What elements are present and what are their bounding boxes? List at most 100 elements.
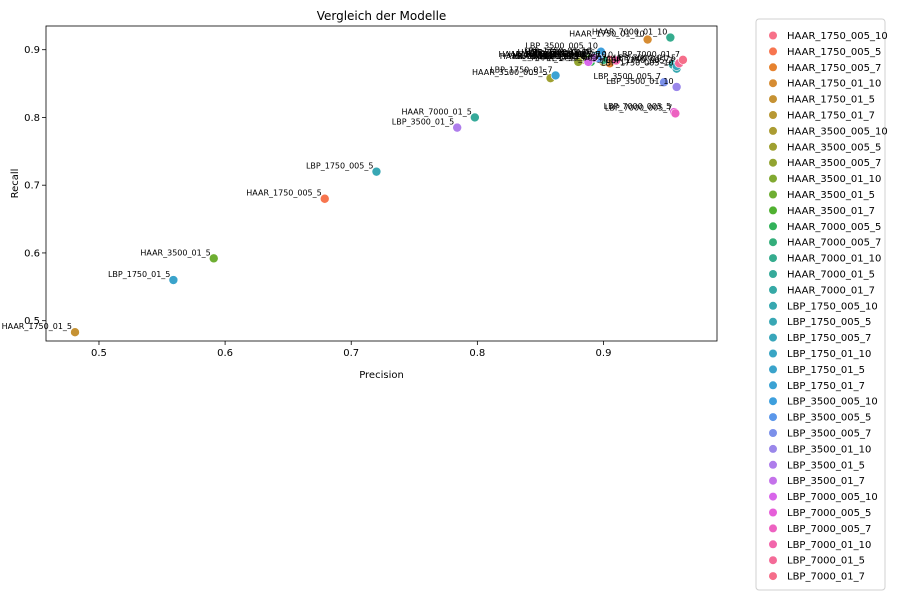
legend-marker [769,540,777,549]
legend-label: LBP_3500_005_10 [787,397,878,408]
legend-label: HAAR_1750_01_10 [787,79,881,90]
point-label: HAAR_1750_01_10 [569,30,644,39]
point-label: HAAR_1750_005_10 [526,50,607,59]
point-label: LBP_7000_01_7 [618,50,680,59]
y-tick-label: 0.9 [24,45,40,56]
legend-label: LBP_1750_005_5 [787,317,871,328]
legend-frame [755,18,886,591]
legend-label: LBP_1750_01_5 [787,365,865,376]
legend-marker [769,397,777,406]
point-label: LBP_1750_005_7 [606,56,674,65]
point-label: HAAR_7000_01_5 [401,107,471,116]
legend-marker [769,317,777,326]
x-tick-label: 0.8 [469,348,485,359]
legend-marker [769,365,777,374]
y-tick-label: 0.7 [24,181,40,192]
legend-marker [769,301,777,310]
chart-title: Vergleich der Modelle [317,9,447,23]
legend-label: HAAR_3500_005_10 [787,126,888,137]
x-tick-label: 0.9 [596,348,612,359]
legend-marker [769,333,777,342]
legend-label: LBP_3500_005_5 [787,413,871,424]
legend-label: LBP_3500_01_10 [787,444,871,455]
legend-label: LBP_7000_01_7 [787,572,865,583]
point-label: LBP_1750_01_7 [490,65,552,74]
legend-marker [769,413,777,422]
point-label: HAAR_7000_01_10 [592,28,667,37]
legend-marker [769,238,777,247]
legend-items: HAAR_1750_005_10 HAAR_1750_005_5 HAAR_1750… [769,31,888,583]
data-point [665,32,676,43]
data-point [611,55,621,66]
legend-marker [769,508,777,517]
legend-marker [769,31,777,40]
data-point [208,253,219,264]
legend-marker [769,79,777,88]
x-tick-label: 0.6 [217,348,233,359]
point-label: LBP_7000_01_5 [614,53,676,62]
legend-label: LBP_7000_005_10 [787,492,878,503]
point-label: HAAR_1750_005_7 [531,53,606,62]
legend-marker [769,349,777,358]
legend-label: HAAR_7000_005_7 [787,238,881,249]
legend-marker [769,556,777,565]
data-point [550,70,561,81]
legend-label: HAAR_3500_01_5 [787,190,875,201]
y-tick-label: 0.6 [24,248,40,259]
point-label: LBP_3500_005_7 [594,72,662,81]
legend-label: LBP_1750_01_7 [787,381,865,392]
point-label: LBP_7000_005_5 [604,102,672,111]
legend-marker [769,285,777,294]
legend-marker [769,47,777,56]
y-tick-label: 0.5 [24,316,40,327]
point-label: LBP_1750_01_10 [524,46,592,55]
legend-marker [769,381,777,390]
legend-marker [769,270,777,278]
data-point [371,166,382,177]
point-label: LBP_3500_01_10 [606,77,674,86]
data-point [470,112,480,123]
legend-label: HAAR_3500_005_7 [787,158,881,169]
y-axis-label: Recall [10,169,21,199]
legend-label: HAAR_1750_01_7 [787,111,875,122]
y-axis: 0.5 0.6 0.7 0.8 0.9 [24,45,46,327]
data-point [678,55,688,65]
legend-marker [769,63,777,72]
legend-label: HAAR_1750_01_5 [787,95,875,106]
legend-label: HAAR_7000_005_5 [787,222,881,233]
legend-label: HAAR_7000_01_7 [787,285,875,296]
legend-label: LBP_3500_005_7 [787,429,871,440]
legend-marker [769,524,777,533]
point-label: LBP_3500_01_7 [528,48,590,57]
point-label: HAAR_7000_005_7 [525,50,600,59]
point-label: HAAR_1750_01_7 [530,52,600,61]
legend-marker [769,142,777,151]
legend-label: HAAR_1750_005_10 [787,31,888,42]
legend-label: HAAR_3500_005_5 [787,142,881,153]
data-point [642,34,653,45]
data-point [671,82,682,92]
point-label: LBP_3500_01_5 [392,118,454,127]
point-label: HAAR_1750_005_5 [246,189,321,198]
legend-label: LBP_7000_01_5 [787,556,865,567]
x-axis: 0.5 0.6 0.7 0.8 0.9 [91,341,611,359]
point-label: LBP_3500_005_10 [525,42,598,51]
data-point [168,275,179,285]
point-label: HAAR_7000_005_5 [512,52,587,61]
data-point [659,77,669,88]
legend-label: LBP_7000_005_5 [787,508,871,519]
point-label: HAAR_3500_01_7 [517,48,587,57]
point-label: HAAR_1750_01_5 [2,322,72,331]
legend-label: HAAR_7000_01_10 [787,254,881,265]
point-label: LBP_1750_005_10 [601,59,674,68]
legend-label: LBP_1750_005_7 [787,333,871,344]
point-label: LBP_7000_005_10 [513,52,586,61]
x-tick-label: 0.7 [343,348,359,359]
point-label: LBP_3500_005_5 [528,49,596,58]
legend-marker [769,95,777,104]
legend-label: HAAR_1750_005_7 [787,63,881,74]
legend-label: LBP_1750_01_10 [787,349,871,360]
legend-marker [769,190,777,199]
data-point [70,327,80,337]
legend-label: LBP_1750_005_10 [787,301,878,312]
